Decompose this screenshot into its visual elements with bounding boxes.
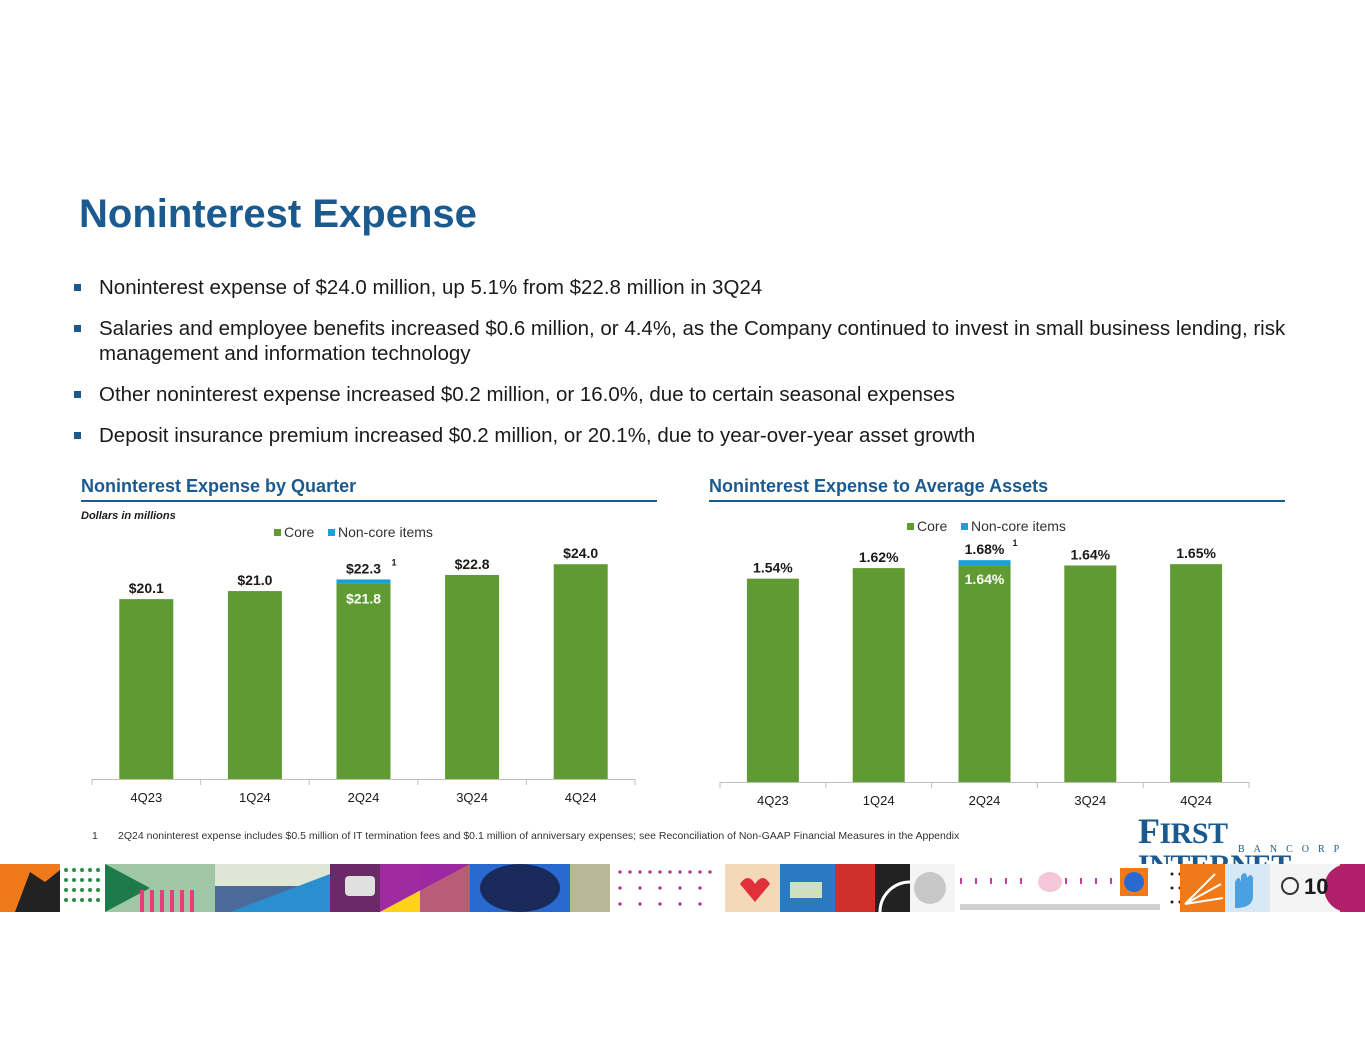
bullet-square-icon [74, 432, 81, 439]
right-chart-rule [709, 500, 1285, 502]
legend-swatch-core [907, 523, 914, 530]
bar-core [1170, 564, 1223, 782]
bar-total-label: 1.62% [859, 549, 899, 565]
logo-initial: F [1138, 811, 1160, 851]
bullet-list: Noninterest expense of $24.0 million, up… [74, 275, 1314, 464]
bar-total-label: 1.64% [1070, 546, 1110, 562]
bullet-text: Other noninterest expense increased $0.2… [99, 383, 955, 406]
legend-swatch-noncore [961, 523, 968, 530]
bar-total-label: $24.0 [563, 545, 598, 561]
legend-label: Non-core items [971, 518, 1066, 534]
bullet-text: Deposit insurance premium increased $0.2… [99, 424, 976, 447]
bar-core [1064, 565, 1117, 782]
x-tick-label: 4Q24 [1180, 793, 1212, 808]
bar-noncore [336, 579, 391, 584]
x-tick-label: 1Q24 [863, 793, 895, 808]
x-tick-label: 3Q24 [1074, 793, 1106, 808]
bullet-square-icon [74, 284, 81, 291]
bar-total-label: $20.1 [129, 580, 164, 596]
x-tick-label: 4Q23 [130, 790, 162, 805]
legend-label: Core [917, 518, 948, 534]
x-tick-label: 1Q24 [239, 790, 271, 805]
footnote-marker: 1 [1013, 538, 1018, 548]
footnote-marker: 1 [392, 557, 397, 567]
bar-total-label: 1.68% [965, 541, 1005, 557]
page-number: 10 [1304, 874, 1329, 899]
bar-core-inner-label: 1.64% [965, 571, 1005, 587]
bullet-item: Other noninterest expense increased $0.2… [74, 382, 1314, 407]
bar-core [958, 565, 1011, 782]
bullet-square-icon [74, 325, 81, 332]
bar-core [445, 574, 500, 779]
bar-total-label: 1.54% [753, 560, 793, 576]
right-chart-title: Noninterest Expense to Average Assets [709, 476, 1049, 496]
left-bar-chart: Core Non-core items $20.1 4Q23 $21.0 1Q24 $22.… [91, 524, 636, 805]
x-tick-label: 4Q23 [757, 793, 789, 808]
footnote: 1 2Q24 noninterest expense includes $0.5 … [92, 830, 959, 842]
bar-total-label: 1.65% [1176, 545, 1216, 561]
bar-core [553, 564, 608, 779]
bar-core [852, 568, 905, 782]
bullet-item: Noninterest expense of $24.0 million, up… [74, 275, 1314, 300]
x-tick-label: 2Q24 [969, 793, 1001, 808]
bar-total-label: $22.3 [346, 560, 381, 576]
footnote-number: 1 [92, 830, 98, 842]
legend-swatch-core [274, 529, 281, 536]
logo-subtext: BANCORP [1238, 844, 1349, 855]
bullet-item: Salaries and employee benefits increased… [74, 316, 1314, 366]
left-chart-units-note: Dollars in millions [81, 510, 176, 522]
x-tick-label: 3Q24 [456, 790, 488, 805]
bar-core-inner-label: $21.8 [346, 590, 381, 606]
bar-core [746, 578, 799, 782]
page-title: Noninterest Expense [79, 192, 477, 236]
legend-swatch-noncore [328, 529, 335, 536]
left-chart-title: Noninterest Expense by Quarter [81, 476, 357, 496]
right-bar-chart: Core Non-core items 1.54% 4Q23 1.62% 1Q24 1.68… [719, 518, 1250, 808]
bar-noncore [958, 560, 1011, 566]
decorative-image-strip [0, 864, 1365, 912]
bullet-text: Salaries and employee benefits increased… [99, 317, 1286, 365]
bullet-text: Noninterest expense of $24.0 million, up… [99, 276, 763, 299]
bar-total-label: $22.8 [455, 556, 490, 572]
bar-total-label: $21.0 [237, 572, 272, 588]
footnote-text: 2Q24 noninterest expense includes $0.5 m… [118, 830, 960, 842]
left-chart-rule [81, 500, 657, 502]
bullet-square-icon [74, 391, 81, 398]
legend-label: Non-core items [338, 524, 433, 540]
legend-label: Core [284, 524, 315, 540]
x-tick-label: 2Q24 [348, 790, 380, 805]
bullet-item: Deposit insurance premium increased $0.2… [74, 423, 1314, 448]
x-tick-label: 4Q24 [565, 790, 597, 805]
bar-core [227, 591, 282, 779]
bar-core [119, 599, 174, 779]
bar-core [336, 583, 391, 779]
company-logo: FIRST INTERNET BANCORP [1138, 813, 1350, 882]
